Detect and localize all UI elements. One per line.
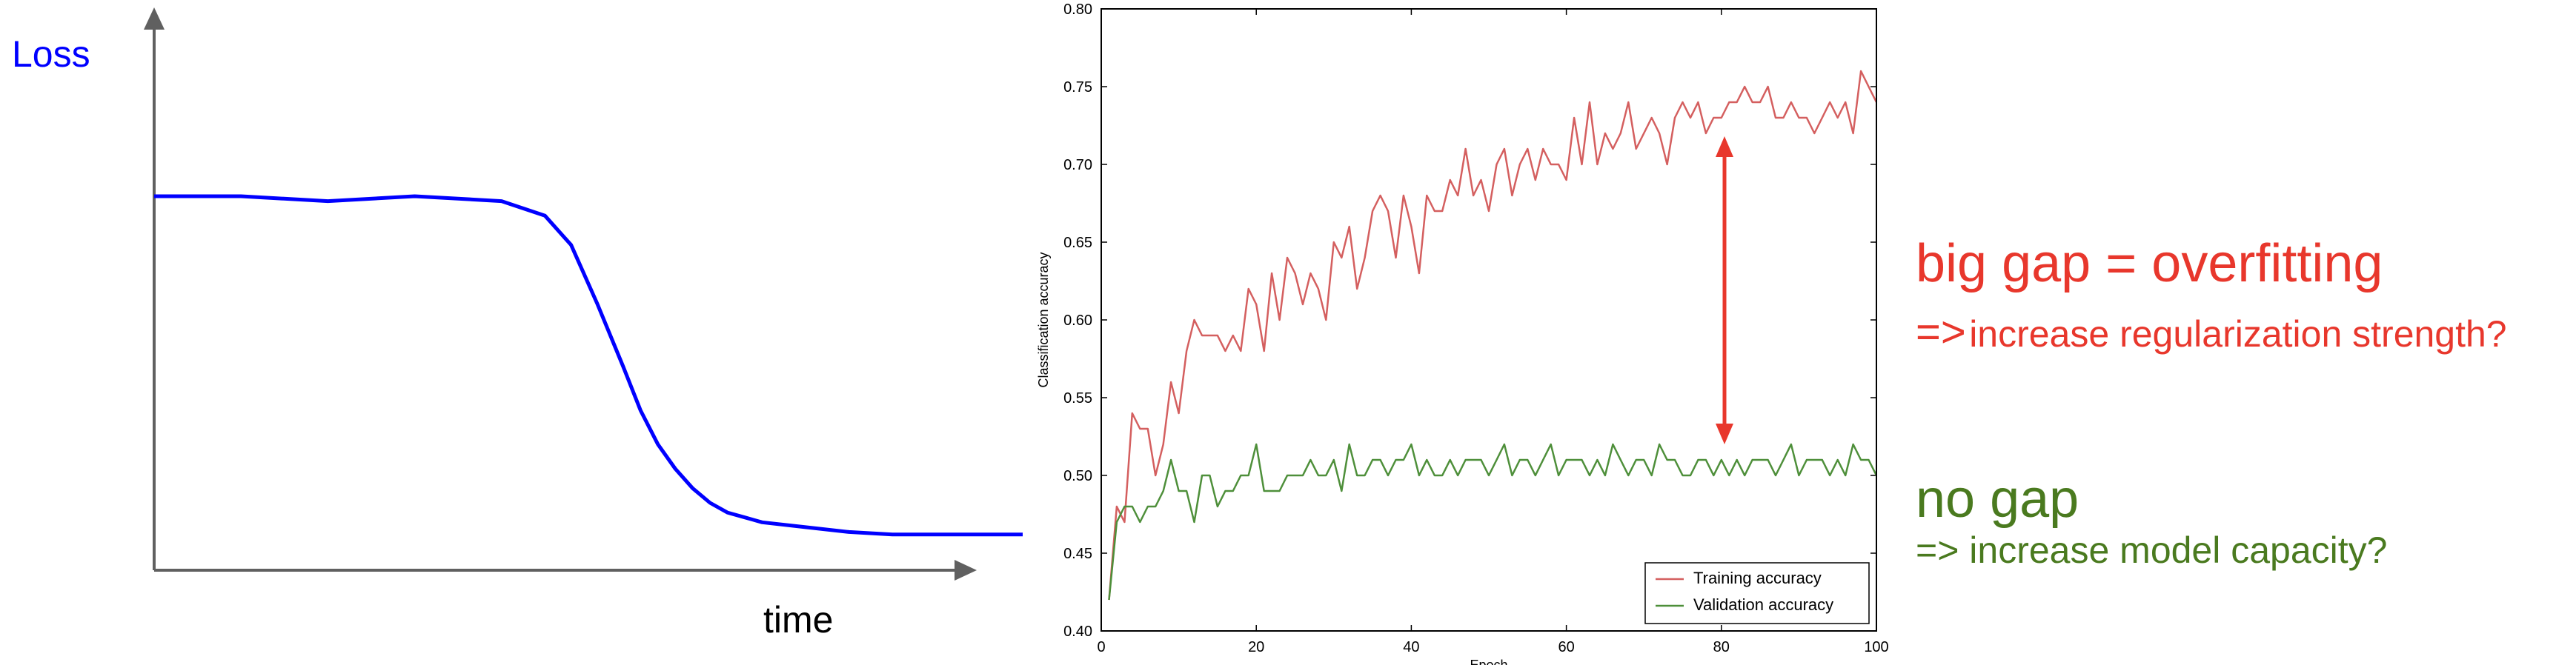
legend: Training accuracy Validation accuracy (1644, 562, 1870, 624)
loss-y-axis-arrowhead (144, 7, 165, 30)
series-group (1108, 70, 1878, 601)
loss-axis-label: Loss (12, 33, 90, 75)
series-line-validation-accuracy (1108, 443, 1878, 601)
y-tick-label: 0.65 (1063, 235, 1092, 251)
series-line-training-accuracy (1108, 70, 1878, 601)
x-tick-group: 0 20 40 60 80 100 (1097, 9, 1889, 655)
big-gap-title: big gap = overfitting (1916, 234, 2383, 293)
big-gap-hint-text: increase regularization strength? (1969, 313, 2507, 355)
gap-arrow (1716, 136, 1733, 444)
y-axis-label: Classification accuracy (1036, 252, 1051, 387)
big-gap-arrow-text: => (1916, 308, 1966, 356)
accuracy-chart: 0.40 0.45 0.50 0.55 0.60 0.65 0.70 0.75 0.80 0 20… (1036, 1, 1889, 665)
y-tick-group: 0.40 0.45 0.50 0.55 0.60 0.65 0.70 0.75 0.80 (1063, 1, 1876, 640)
y-tick-label: 0.75 (1063, 79, 1092, 96)
y-tick-label: 0.50 (1063, 468, 1092, 484)
plot-frame (1101, 8, 1877, 632)
no-gap-hint: => increase model capacity? (1916, 529, 2388, 571)
x-tick-label: 80 (1713, 639, 1730, 655)
big-gap-hint: => increase regularization strength? (1916, 311, 2507, 354)
legend-entry-validation: Validation accuracy (1693, 595, 1833, 614)
gap-arrow-head-bottom (1716, 424, 1733, 444)
x-tick-label: 20 (1248, 639, 1264, 655)
x-axis-label: Epoch (1470, 658, 1507, 665)
y-tick-label: 0.45 (1063, 546, 1092, 562)
x-tick-label: 40 (1403, 639, 1419, 655)
legend-entry-training: Training accuracy (1693, 569, 1822, 587)
gap-arrow-head-top (1716, 136, 1733, 157)
no-gap-title: no gap (1916, 469, 2079, 529)
loss-curve-chart (144, 7, 1023, 581)
loss-curve-line (154, 194, 1023, 537)
x-tick-label: 60 (1558, 639, 1574, 655)
y-tick-label: 0.80 (1063, 1, 1092, 18)
y-tick-label: 0.55 (1063, 390, 1092, 407)
legend-box (1644, 562, 1870, 624)
loss-x-axis-arrowhead (955, 560, 977, 581)
x-tick-label: 0 (1097, 639, 1105, 655)
x-tick-label: 100 (1864, 639, 1888, 655)
time-axis-label: time (763, 599, 834, 641)
y-tick-label: 0.40 (1063, 624, 1092, 640)
y-tick-label: 0.60 (1063, 313, 1092, 329)
y-tick-label: 0.70 (1063, 157, 1092, 173)
